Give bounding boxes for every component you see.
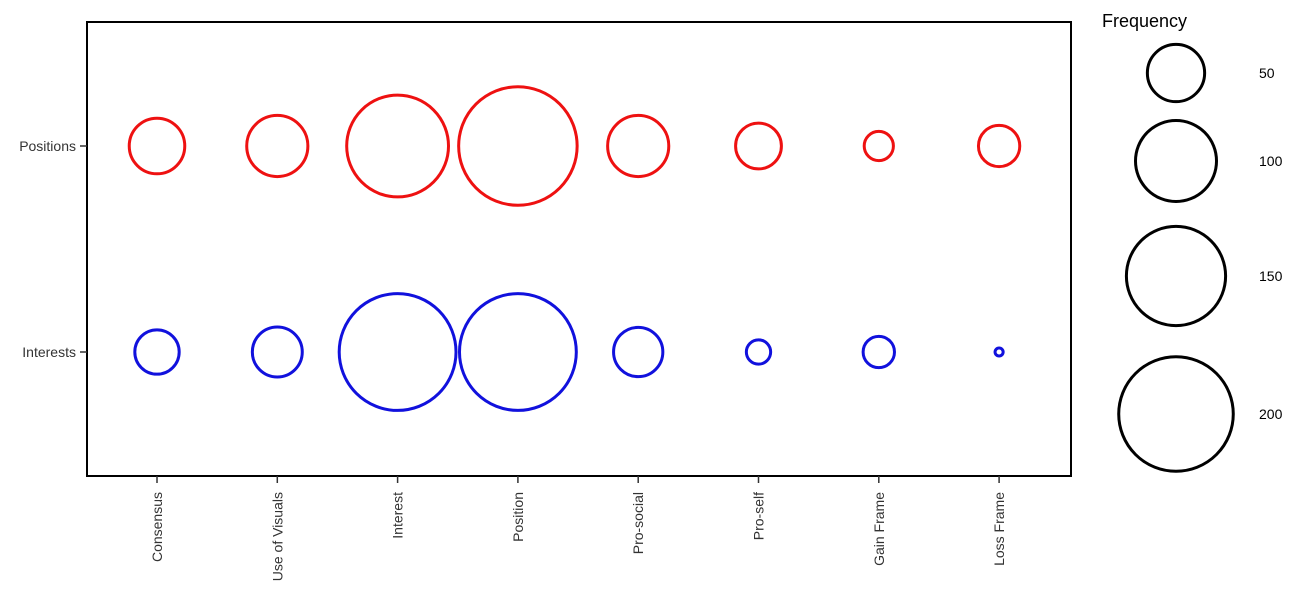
bubble-positions-gain-frame [862,129,895,163]
x-tick-label-pro-social: Pro-social [630,492,646,554]
x-tick-label-use-of-visuals: Use of Visuals [269,492,285,581]
legend-circle-50 [1145,42,1207,104]
bubble-marks [127,85,1022,412]
y-axis: Positions Interests [19,138,87,360]
bubble-positions-pro-self [734,121,783,171]
legend-circle-150 [1124,224,1228,328]
x-tick-label-pro-self: Pro-self [751,492,767,540]
x-tick-label-loss-frame: Loss Frame [991,492,1007,566]
bubble-positions-loss-frame [976,123,1022,169]
bubble-positions-position [457,85,579,207]
y-tick-label-positions: Positions [19,138,76,154]
legend-label-200: 200 [1259,406,1283,422]
legend-label-50: 50 [1259,65,1275,81]
size-legend: Frequency 50 100 150 200 [1102,11,1283,473]
bubble-interests-interest [337,292,458,412]
bubble-interests-consensus [133,328,181,376]
bubble-interests-loss-frame [993,346,1005,358]
bubble-positions-consensus [127,116,187,176]
x-tick-label-consensus: Consensus [149,492,165,562]
y-tick-label-interests: Interests [22,344,76,360]
x-axis: Consensus Use of Visuals Interest Position P… [149,476,1007,581]
legend-circle-200 [1117,355,1235,473]
bubble-interests-pro-self [744,338,773,366]
x-tick-label-gain-frame: Gain Frame [871,492,887,566]
legend-circle-100 [1134,119,1218,203]
plot-panel [86,21,1072,477]
bubble-positions-interest [345,93,451,199]
x-tick-label-interest: Interest [390,492,406,539]
bubble-interests-pro-social [612,325,665,379]
bubble-positions-use-of-visuals [245,113,310,179]
bubble-interests-gain-frame [861,334,896,370]
legend-title: Frequency [1102,11,1187,31]
bubble-interests-position [457,292,578,412]
bubble-interests-use-of-visuals [250,325,304,379]
bubble-positions-pro-social [606,113,671,179]
legend-label-100: 100 [1259,153,1283,169]
legend-label-150: 150 [1259,268,1283,284]
x-tick-label-position: Position [510,492,526,542]
